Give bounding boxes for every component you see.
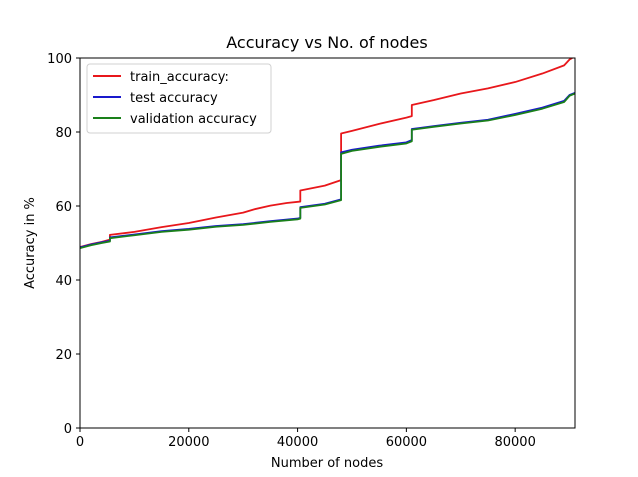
y-tick-label: 100 (47, 52, 72, 67)
legend-box (86, 63, 272, 134)
series-line-2 (80, 92, 575, 250)
y-tick-label: 80 (55, 126, 72, 141)
legend-label: train_accuracy: (130, 70, 229, 85)
y-tick-label: 60 (55, 200, 72, 215)
x-axis-label: Number of nodes (271, 456, 383, 471)
y-axis-label: Accuracy in % (23, 197, 38, 289)
x-tick-label: 60000 (386, 435, 427, 450)
x-tick-label: 40000 (277, 435, 318, 450)
series-line-0 (80, 58, 573, 248)
chart-title: Accuracy vs No. of nodes (226, 33, 427, 52)
legend: train_accuracy:test accuracy validation a… (86, 63, 272, 134)
y-axis-ticks: 0 20 40 60 80 100 (47, 52, 80, 437)
legend-label: test accuracy (130, 91, 218, 106)
plot-area (80, 58, 575, 250)
x-tick-label: 0 (76, 435, 84, 450)
y-tick-label: 40 (55, 274, 72, 289)
plot-frame (79, 57, 576, 429)
y-tick-label: 20 (55, 348, 72, 363)
x-axis-ticks: 0 20000 40000 60000 80000 (76, 428, 536, 450)
legend-label: validation accuracy (130, 112, 257, 127)
x-tick-label: 80000 (494, 435, 535, 450)
y-tick-label: 0 (64, 422, 72, 437)
x-tick-label: 20000 (168, 435, 209, 450)
